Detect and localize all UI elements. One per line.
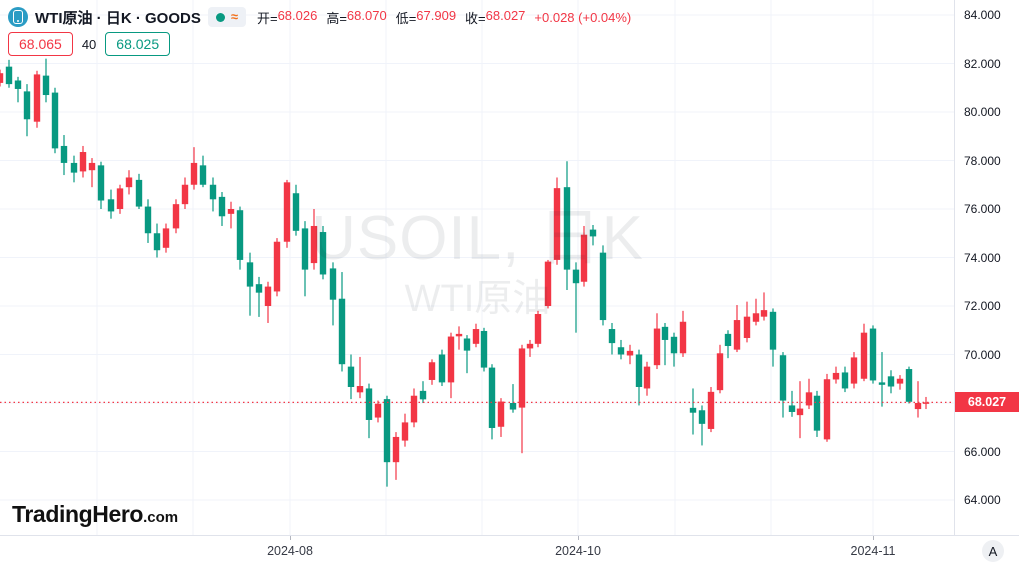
font-size-a-button[interactable]: A bbox=[982, 540, 1004, 562]
price-axis-label: 76.000 bbox=[964, 202, 1001, 216]
candlestick-chart bbox=[0, 0, 955, 536]
wave-icon: ≈ bbox=[230, 9, 238, 24]
low-label: 低= bbox=[395, 10, 417, 26]
symbol-title[interactable]: WTI原油 · 日K · GOODS bbox=[35, 9, 201, 27]
brand-name: TradingHero bbox=[12, 501, 144, 527]
close-value: 68.027 bbox=[485, 7, 526, 23]
quote-row: 68.065 40 68.025 bbox=[8, 31, 171, 57]
price-axis-label: 74.000 bbox=[964, 250, 1001, 265]
close-label: 收= bbox=[465, 10, 486, 26]
chart-pane[interactable]: USOIL, 日K WTI原油 WTI原油 · 日K · GOODS ≈ 开= 6… bbox=[0, 0, 955, 536]
price-axis-label: 70.000 bbox=[964, 347, 1001, 362]
tradinghero-logo: TradingHero.com bbox=[12, 501, 178, 528]
brand-tld: .com bbox=[143, 509, 179, 526]
price-axis-label: 64.000 bbox=[964, 493, 1001, 507]
app-logo-icon[interactable] bbox=[8, 7, 28, 27]
time-axis-label: 2024-11 bbox=[850, 544, 896, 558]
price-axis-label: 66.000 bbox=[964, 444, 1001, 459]
time-axis-label: 2024-10 bbox=[555, 544, 601, 558]
price-axis-label: 80.000 bbox=[964, 105, 1001, 119]
bid-price-box[interactable]: 68.065 bbox=[8, 32, 73, 56]
device-glyph-icon bbox=[13, 10, 23, 24]
ask-price-box[interactable]: 68.025 bbox=[105, 32, 171, 56]
green-dot-icon bbox=[215, 12, 225, 22]
open-label: 开= bbox=[256, 10, 278, 26]
time-axis[interactable]: A 2024-08 2024-10 2024-11 bbox=[0, 535, 1019, 567]
change-value: +0.028 (+0.04%) bbox=[534, 9, 632, 25]
indicator-pill[interactable]: ≈ bbox=[207, 7, 246, 27]
spread-value: 40 bbox=[81, 36, 97, 52]
open-value: 68.026 bbox=[277, 7, 318, 23]
time-axis-tick bbox=[578, 536, 579, 540]
chart-legend-row: WTI原油 · 日K · GOODS ≈ 开= 68.026 高= 68.070 低… bbox=[8, 5, 631, 29]
price-axis[interactable]: 68.027 84.000 82.000 80.000 78.000 76.000 74.… bbox=[954, 0, 1019, 536]
time-axis-tick bbox=[873, 536, 874, 540]
price-axis-label: 78.000 bbox=[964, 153, 1001, 168]
ohlc-readout: 开= 68.026 高= 68.070 低= 67.909 收= 68.027 +0.0… bbox=[257, 8, 631, 27]
high-label: 高= bbox=[326, 10, 347, 26]
low-value: 67.909 bbox=[416, 7, 457, 23]
time-axis-label: 2024-08 bbox=[267, 544, 313, 558]
time-axis-tick bbox=[290, 536, 291, 540]
price-axis-label: 84.000 bbox=[964, 8, 1001, 22]
high-value: 68.070 bbox=[346, 7, 387, 23]
current-price-badge: 68.027 bbox=[955, 392, 1019, 413]
price-axis-label: 82.000 bbox=[964, 56, 1001, 71]
price-axis-label: 72.000 bbox=[964, 299, 1001, 313]
